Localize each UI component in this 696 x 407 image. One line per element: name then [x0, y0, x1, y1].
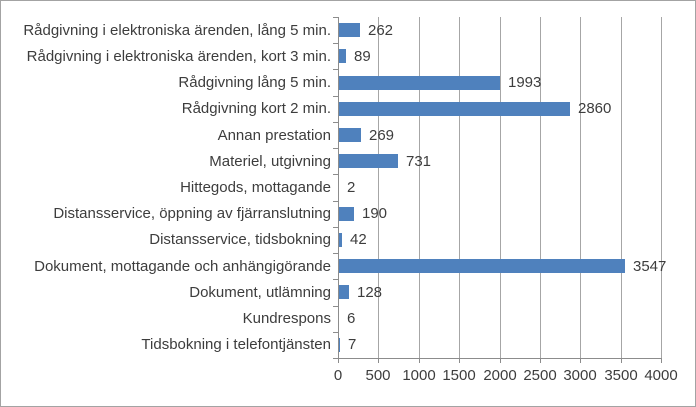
- value-label: 2860: [578, 100, 612, 118]
- bar: [339, 285, 349, 300]
- value-label: 7: [348, 336, 357, 354]
- category-label: Annan prestation: [217, 126, 331, 144]
- category-label: Distansservice, tidsbokning: [149, 231, 331, 249]
- value-label: 42: [350, 231, 367, 249]
- bar: [339, 49, 346, 64]
- x-axis-tick-label: 3500: [604, 367, 638, 384]
- y-axis-tick: [333, 122, 338, 123]
- value-label: 731: [406, 152, 432, 170]
- x-axis-tick-label: 2000: [483, 367, 517, 384]
- x-axis-tick: [459, 358, 460, 363]
- bar: [339, 75, 500, 90]
- value-label: 269: [369, 126, 395, 144]
- category-label: Hittegods, mottagande: [180, 178, 331, 196]
- x-axis-tick: [419, 358, 420, 363]
- y-axis-tick: [333, 227, 338, 228]
- bar: [339, 206, 354, 221]
- y-axis-tick: [333, 201, 338, 202]
- category-label: Rådgivning i elektroniska ärenden, kort …: [26, 47, 331, 65]
- gridline: [621, 17, 622, 358]
- x-axis-tick: [378, 358, 379, 363]
- category-label: Distansservice, öppning av fjärranslutni…: [53, 205, 331, 223]
- x-axis-tick: [580, 358, 581, 363]
- y-axis-tick: [333, 174, 338, 175]
- value-label: 3547: [633, 257, 667, 275]
- y-axis-tick: [333, 17, 338, 18]
- gridline: [419, 17, 420, 358]
- x-axis-tick: [338, 358, 339, 363]
- x-axis-tick: [500, 358, 501, 363]
- value-label: 89: [354, 47, 371, 65]
- gridline: [459, 17, 460, 358]
- x-axis-tick-label: 2500: [523, 367, 557, 384]
- x-axis-tick-label: 0: [333, 367, 343, 384]
- x-axis-tick-label: 1000: [402, 367, 436, 384]
- category-label: Dokument, utlämning: [189, 283, 331, 301]
- gridline: [540, 17, 541, 358]
- value-label: 6: [347, 310, 356, 328]
- y-axis-tick: [333, 96, 338, 97]
- category-label: Tidsbokning i telefontjänsten: [141, 336, 331, 354]
- gridline: [378, 17, 379, 358]
- y-axis-tick: [333, 43, 338, 44]
- category-label: Rådgivning lång 5 min.: [178, 74, 331, 92]
- x-axis-tick: [540, 358, 541, 363]
- bar: [339, 23, 360, 38]
- bar: [339, 154, 398, 169]
- x-axis-tick: [661, 358, 662, 363]
- category-label: Materiel, utgivning: [209, 152, 331, 170]
- y-axis-tick: [333, 358, 338, 359]
- x-axis-tick-label: 1500: [442, 367, 476, 384]
- y-axis-tick: [333, 306, 338, 307]
- x-axis-tick-label: 500: [365, 367, 391, 384]
- category-label: Rådgivning i elektroniska ärenden, lång …: [23, 21, 331, 39]
- value-label: 1993: [508, 74, 542, 92]
- bar: [339, 101, 570, 116]
- gridline: [500, 17, 501, 358]
- bar: [339, 259, 625, 274]
- value-label: 262: [368, 21, 394, 39]
- x-axis-tick: [621, 358, 622, 363]
- x-axis-line: [338, 358, 661, 359]
- category-label: Rådgivning kort 2 min.: [181, 100, 331, 118]
- gridline: [661, 17, 662, 358]
- value-label: 128: [357, 283, 383, 301]
- y-axis-line: [338, 17, 339, 359]
- y-axis-tick: [333, 148, 338, 149]
- category-label: Dokument, mottagande och anhängigörande: [34, 257, 331, 275]
- y-axis-tick: [333, 69, 338, 70]
- y-axis-tick: [333, 332, 338, 333]
- bar: [339, 128, 361, 143]
- x-axis-tick-label: 4000: [644, 367, 678, 384]
- bar: [339, 232, 342, 247]
- category-label: Kundrespons: [242, 310, 331, 328]
- y-axis-tick: [333, 279, 338, 280]
- value-label: 190: [362, 205, 388, 223]
- gridline: [580, 17, 581, 358]
- value-label: 2: [347, 178, 356, 196]
- y-axis-tick: [333, 253, 338, 254]
- bar: [339, 337, 340, 352]
- x-axis-tick-label: 3000: [563, 367, 597, 384]
